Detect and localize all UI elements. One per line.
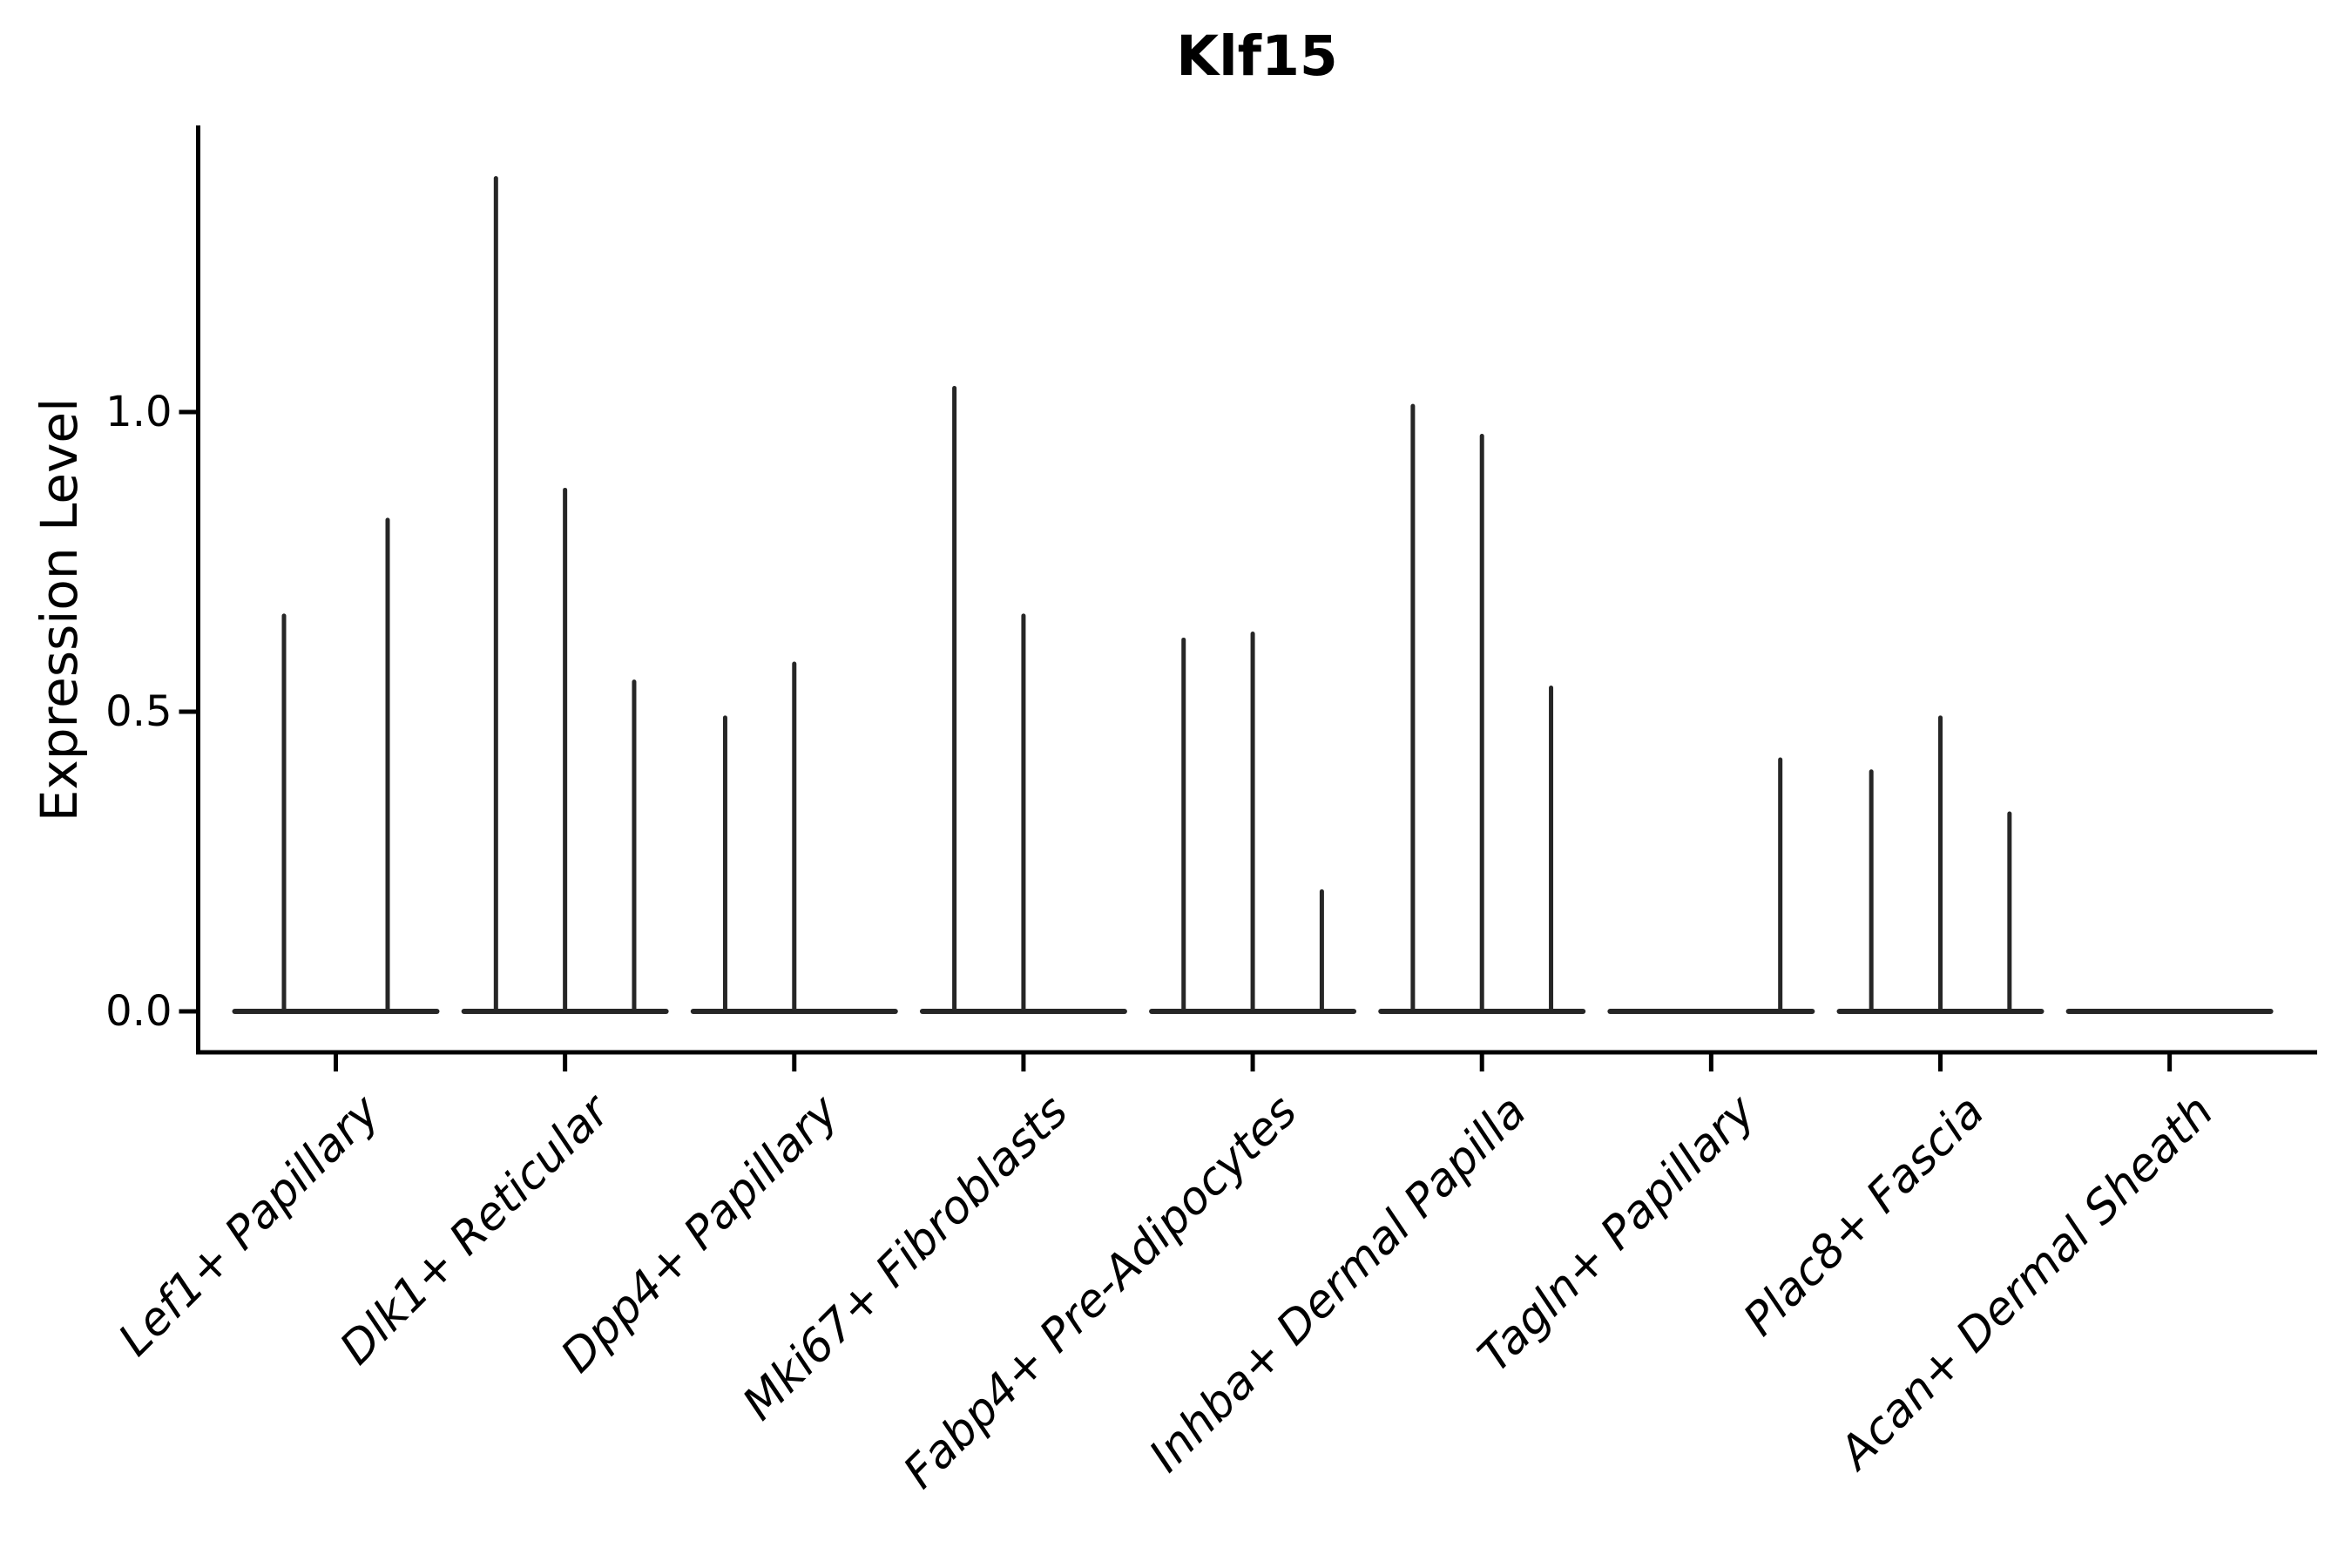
y-tick-label: 1.0 [105,388,172,436]
y-tick-label: 0.5 [105,687,172,736]
chart-title: Klf15 [1176,24,1338,88]
y-tick-label: 0.0 [105,987,172,1036]
